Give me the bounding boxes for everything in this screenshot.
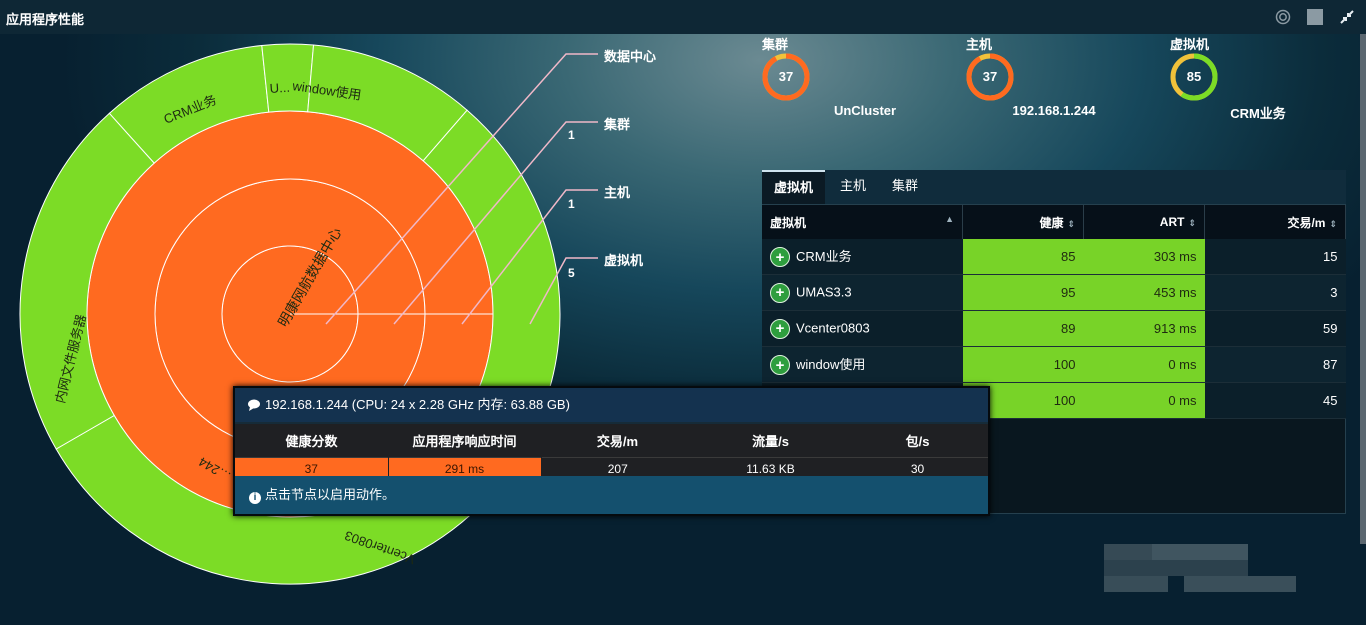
health-cell: 95 [962,274,1084,311]
vm-name: UMAS3.3 [796,283,852,299]
art-cell: 303 ms [1083,239,1205,275]
blurred-watermark [1104,544,1296,592]
tab-cluster[interactable]: 集群 [892,178,919,193]
tooltip-value: 291 ms [388,457,542,479]
tx-cell: 45 [1204,382,1346,419]
table-row[interactable]: + window使用 100 0 ms 87 [762,346,1346,383]
gauge-value: 85 [1187,69,1201,84]
tooltip-host-info: 192.168.1.244 (CPU: 24 x 2.28 GHz 内存: 63… [265,397,570,412]
level-label: 集群 [604,117,631,132]
info-icon: i [249,492,261,504]
collapse-icon[interactable] [1336,6,1358,28]
gauge-title: 虚拟机 [1170,37,1210,52]
window-title: 应用程序性能 [6,12,85,27]
health-cell: 100 [962,346,1084,383]
col-header-tx[interactable]: 交易/m ⇕ [1204,205,1346,239]
tooltip-value: 37 [235,457,389,479]
art-cell: 0 ms [1083,382,1205,419]
sort-icon: ⇕ [1067,218,1075,229]
expand-plus-icon[interactable]: + [770,282,790,303]
level-label: 虚拟机 [604,253,644,268]
tooltip-col: 交易/m [596,434,639,449]
tooltip-col: 应用程序响应时间 [412,434,517,449]
target-icon[interactable] [1272,6,1294,28]
vm-name-cell: + Vcenter0803 [762,310,963,347]
gauge-entity-name: CRM业务 [1230,106,1286,121]
tooltip-header: 192.168.1.244 (CPU: 24 x 2.28 GHz 内存: 63… [235,388,988,422]
level-connector-line [461,189,598,325]
col-header-vm[interactable]: 虚拟机 ▲ [762,205,963,239]
health-gauge[interactable]: 37 [964,51,1016,103]
tooltip-value: 11.63 KB [694,457,847,479]
tx-cell: 3 [1204,274,1346,311]
expand-plus-icon[interactable]: + [770,318,790,339]
health-gauge[interactable]: 85 [1168,51,1220,103]
health-cell: 89 [962,310,1084,347]
vm-name: Vcenter0803 [796,319,870,335]
table-row[interactable]: + UMAS3.3 95 453 ms 3 [762,274,1346,311]
tooltip-col: 健康分数 [285,434,338,449]
table-row[interactable]: + CRM业务 85 303 ms 15 [762,239,1346,275]
expand-plus-icon[interactable]: + [770,355,790,376]
sunburst-vm-node[interactable] [19,112,155,450]
level-count: 1 [568,197,575,211]
tooltip-metrics: 健康分数 应用程序响应时间 交易/m 流量/s 包/s 37 291 ms 20… [235,424,988,479]
level-connector-line [325,53,598,325]
expand-plus-icon[interactable]: + [770,247,790,268]
vm-name-cell: + window使用 [762,346,963,383]
sunburst-vm-label: U... [269,80,290,96]
tooltip-value: 30 [847,457,988,479]
tooltip-col: 包/s [905,434,930,449]
vm-name-cell: + CRM业务 [762,239,963,275]
health-cell: 85 [962,239,1084,275]
table-row[interactable]: + Vcenter0803 89 913 ms 59 [762,310,1346,347]
level-label: 数据中心 [604,49,657,64]
tx-cell: 15 [1204,239,1346,275]
art-cell: 0 ms [1083,346,1205,383]
col-header-art[interactable]: ART ⇕ [1083,205,1205,239]
art-cell: 453 ms [1083,274,1205,311]
gauge-entity-name: UnCluster [833,103,897,118]
level-count: 1 [568,128,575,142]
level-count: 5 [568,266,575,280]
tx-cell: 87 [1204,346,1346,383]
comment-icon [247,390,261,424]
art-cell: 913 ms [1083,310,1205,347]
tooltip-col: 流量/s [752,434,789,449]
sort-icon: ⇕ [1188,218,1196,228]
tooltip-footer: i 点击节点以启用动作。 [235,476,988,514]
gauge-entity-name: 192.168.1.244 [1012,103,1096,118]
tab-bar: 虚拟机 主机 集群 [762,170,1346,204]
level-connector-line [393,121,598,325]
level-connector-line [529,257,598,325]
gauge-title: 集群 [762,37,789,52]
tooltip-hint: 点击节点以启用动作。 [265,487,396,502]
vm-name-cell: + UMAS3.3 [762,274,963,311]
sort-icon: ⇕ [1329,218,1337,229]
tx-cell: 59 [1204,310,1346,347]
tab-vm[interactable]: 虚拟机 [762,170,826,204]
host-tooltip: 192.168.1.244 (CPU: 24 x 2.28 GHz 内存: 63… [233,386,990,516]
gauge-value: 37 [983,69,997,84]
title-bar: 应用程序性能 [0,0,1366,34]
vm-name: CRM业务 [796,248,852,264]
gauge-title: 主机 [966,37,993,52]
col-header-health[interactable]: 健康 ⇕ [962,205,1084,239]
level-label: 主机 [604,185,631,200]
health-gauge[interactable]: 37 [760,51,812,103]
sort-asc-icon: ▲ [945,213,954,224]
scrollbar[interactable] [1360,34,1366,544]
tab-host[interactable]: 主机 [840,178,867,193]
sunburst-vm-node[interactable] [261,43,315,113]
maximize-icon[interactable] [1304,6,1326,28]
vm-name: window使用 [796,356,866,372]
gauge-value: 37 [779,69,793,84]
tooltip-value: 207 [541,457,694,479]
